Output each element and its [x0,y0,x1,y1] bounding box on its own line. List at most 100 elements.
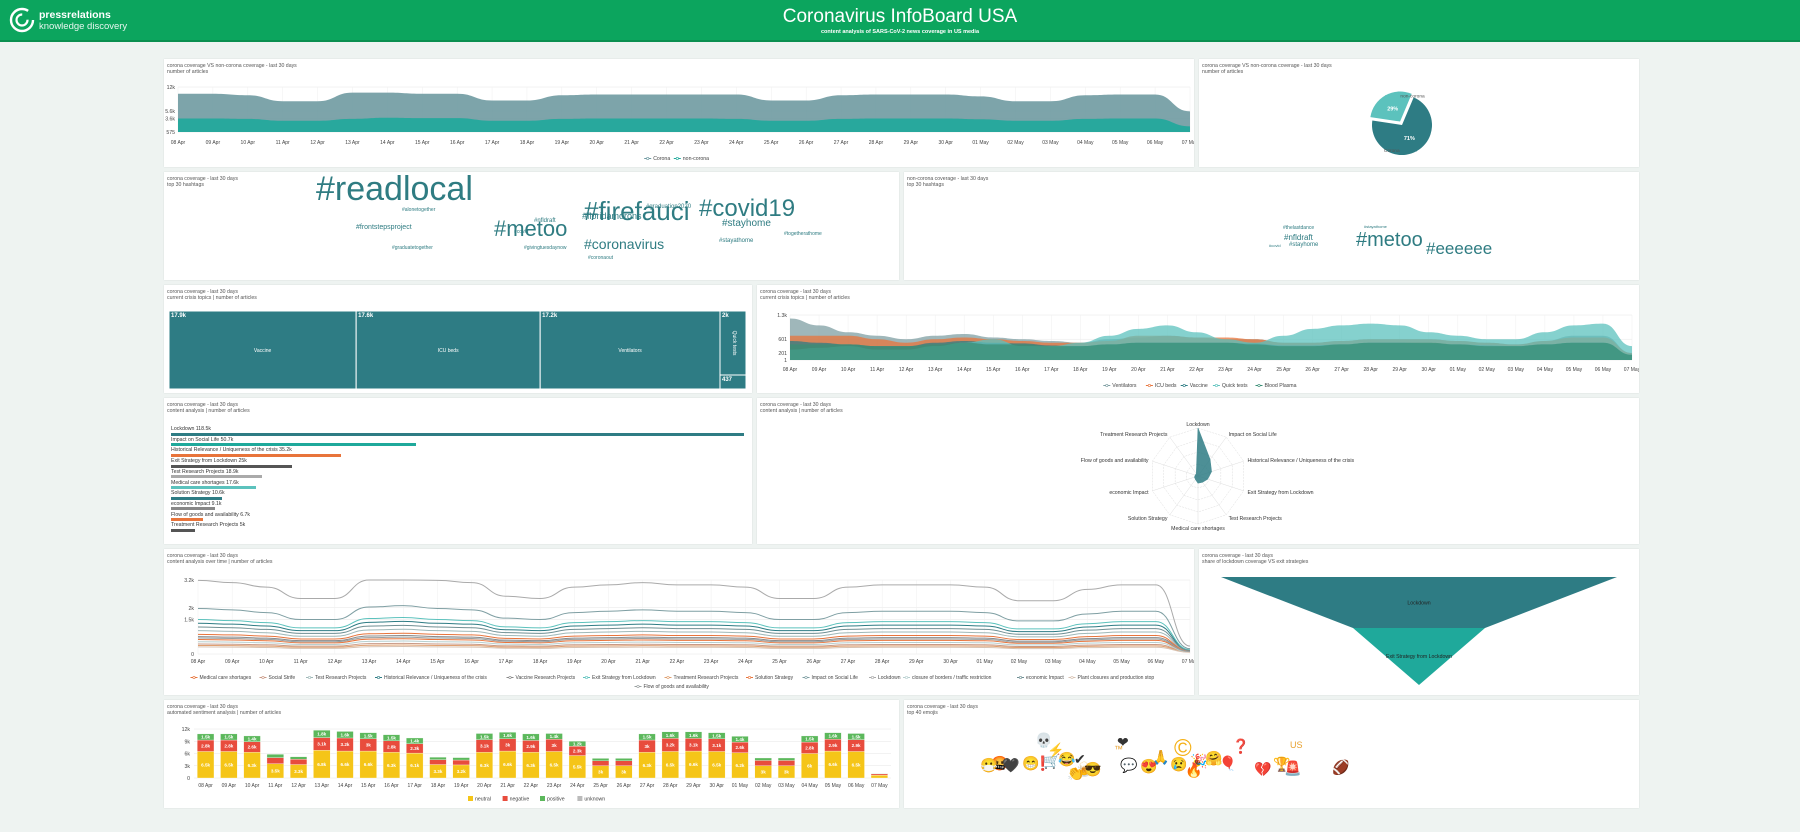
hashtag-word[interactable]: #stayathome [719,238,754,244]
content-analysis-line-chart[interactable]: 3.2k 2k 1.5k 008 Apr 09 Apr 10 Apr 11 Apr 12 Ap… [164,549,1194,695]
bar-value-label: 1.6k [828,734,837,739]
bar[interactable] [171,475,263,479]
noncorona-hashtag-cloud: #metoo #eeeeee #nfldraft #stayhome #thelastd… [904,172,1639,280]
emoji-item: ❤ [1117,734,1129,750]
y-tick-label: 601 [778,337,787,343]
hashtag-word[interactable]: #floridamorons [582,211,642,221]
bar-value-label: 3.1k [689,742,698,747]
hashtag-word[interactable]: #covid [514,229,529,235]
emoji-item: US [1290,740,1303,750]
hashtag-word[interactable]: #covid [1269,243,1281,248]
hashtag-word[interactable]: #covid19 [699,195,796,222]
bar[interactable] [171,518,204,522]
bar-value-label: 1.5k [387,735,396,740]
x-tick-label: 08 Apr [783,367,798,373]
hashtag-word[interactable]: #coronavirus [584,236,665,252]
legend-label: Quick tests [1222,383,1248,389]
bar[interactable] [171,453,342,457]
y-tick-label: 3.6k [165,117,175,123]
x-tick-label: 18 Apr [431,783,446,789]
hashtag-word[interactable]: #graduation2020 [646,204,692,210]
x-tick-label: 24 Apr [738,659,753,665]
content-analysis-radar-chart[interactable]: Lockdown Impact on Social Life Historical … [757,398,1639,544]
hashtag-word[interactable]: #nfldraft [534,218,556,224]
corona-pie-chart[interactable]: 71% Corona 29% non-corona [1199,59,1639,167]
bar-value-label: 3.2k [666,743,675,748]
hashtag-word[interactable]: #metoo [494,216,568,241]
hashtag-word[interactable]: #frontstepsproject [356,224,412,231]
pie-slice-Corona [1372,97,1432,155]
bar-value-label: 1.6k [341,732,350,737]
sentiment-stacked-bar-chart[interactable]: 12k 9k 6k 3k 0 6.5k 2.8k 1.5k 6.5k 2.8k 1.5k 6.3k 2.… [164,700,899,808]
hashtag-word[interactable]: #eeeeee [1426,239,1493,258]
bar-segment-negative [266,757,284,764]
hashtag-word[interactable]: #togetherathome [784,231,822,237]
legend-swatch [540,796,545,801]
x-tick-label: 07 May [871,783,888,789]
radar-axis [1197,475,1227,515]
bar-segment-negative [429,759,447,765]
x-tick-label: 02 May [1479,367,1496,373]
panel-title: corona coverage - last 30 days content an… [167,402,250,414]
hashtag-word[interactable]: #coronaout [588,255,614,261]
bar-value-label: 1.5k [201,735,210,740]
legend-marker [636,685,640,689]
bar-label: economic Impact 9.1k [171,500,222,507]
bar[interactable] [171,486,257,489]
hashtag-word[interactable]: #firefauci [584,196,690,226]
emoji-item: ❗ [1034,755,1052,771]
hashtag-word[interactable]: #thelastdance [1283,225,1315,231]
legend-label: Test Research Projects [315,675,367,681]
legend-marker [1018,676,1022,680]
panel-title: corona coverage - last 30 days share of l… [1202,553,1309,565]
hashtag-word[interactable]: #stayhome [722,218,771,229]
brand-name: pressrelations [39,9,111,21]
bar-value-label: 6.6k [503,762,512,767]
bar[interactable] [171,528,196,532]
hashtag-word[interactable]: #readlocal [316,172,473,208]
crisis-topics-treemap[interactable]: 17.9k Vaccine 17.6k ICU beds 17.2k Ventilator… [164,285,752,393]
bar-value-label: 3k [761,770,767,775]
bar-value-label: 6.3k [643,763,652,768]
bar-value-label: 1.4k [248,737,257,742]
treemap-label: Ventilators [618,348,642,354]
corona-area-chart[interactable]: 12k 5.6k 3.6k 575 08 Apr 09 Apr 10 Apr 11 Apr 12… [164,59,1194,167]
x-tick-label: 01 May [972,140,989,146]
bar-segment-positive [452,757,470,761]
hashtag-word[interactable]: #stayhome [1289,242,1319,248]
bar[interactable] [171,432,744,436]
legend-label: Flow of goods and availability [644,684,710,690]
brand-tagline: knowledge discovery [39,21,128,32]
legend-label: neutral [475,797,491,803]
hashtag-word[interactable]: #metoo [1356,229,1423,251]
x-tick-label: 25 Apr [1276,367,1291,373]
bar[interactable] [171,496,223,500]
hashtag-word[interactable]: #graduatetogether [392,245,433,251]
hashtag-word[interactable]: #stayathome [1364,224,1387,229]
bar[interactable] [171,443,417,447]
hashtag-word[interactable]: #alonetogether [402,207,436,213]
x-tick-label: 17 Apr [499,659,514,665]
lockdown-funnel-chart[interactable]: Lockdown Exit Strategy from Lockdown [1199,549,1639,695]
line-series [197,646,1191,653]
content-analysis-bar-list: Lockdown 118.5k Impact on Social Life 50.… [164,398,752,544]
hashtag-word[interactable]: #givingtuesdaynow [524,245,567,251]
legend-swatch [468,796,473,801]
bar-value-label: 6.8k [317,762,326,767]
bar[interactable] [171,464,292,468]
bar[interactable] [171,507,215,511]
radar-axis-label: Lockdown [1186,422,1209,428]
bar-segment-positive [545,733,563,740]
x-tick-label: 29 Apr [909,659,924,665]
legend-marker [377,676,381,680]
y-tick-label: 9k [185,739,191,745]
x-tick-label: 05 May [1566,367,1583,373]
legend-label: negative [510,797,530,803]
bar-segment-negative [452,759,470,766]
emoji-item: 🏆 [1273,756,1291,772]
bar-value-label: 3.2k [341,742,350,747]
legend-marker [508,676,512,680]
x-tick-label: 16 Apr [384,783,399,789]
hashtag-word[interactable]: #nfldraft [1284,233,1313,242]
